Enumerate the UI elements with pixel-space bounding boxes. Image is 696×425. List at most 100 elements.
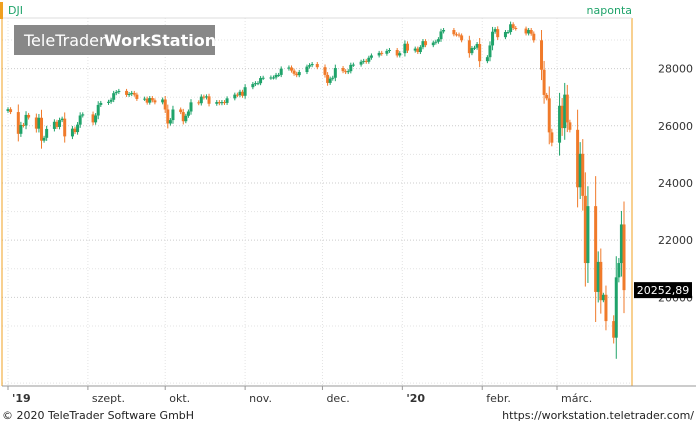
x-tick-label: márc. [561,392,592,405]
candle-body [150,98,154,101]
candle [315,62,319,70]
candle-body [6,109,10,111]
candle [565,84,569,133]
candle [269,75,273,80]
candle-body [70,128,74,137]
axes: 2800026000240002200020000'19szept.okt.no… [1,17,696,405]
candle-body [220,102,224,104]
candle [503,30,507,40]
candle [558,92,562,156]
candle-body [493,29,497,32]
candle-body [225,98,229,103]
candle-body [217,102,221,104]
candle-body [540,40,544,70]
x-tick-label: okt. [169,392,190,405]
symbol-label: DJI [8,4,23,17]
candle-body [344,71,348,73]
candle [436,37,440,44]
candle [16,104,20,142]
candle [563,82,567,140]
candle [274,72,278,80]
candle [364,58,368,64]
candle [323,64,327,78]
candle [599,248,603,314]
candle-body [21,124,25,126]
candle [40,109,44,149]
candle-body [576,129,580,188]
candle-body [189,102,193,112]
last-value-label: 20252,89 [637,284,690,297]
candle [161,97,165,105]
candle [431,40,435,48]
stock-chart[interactable]: 2800026000240002200020000'19szept.okt.no… [0,0,696,408]
x-tick-label: szept. [92,392,125,405]
candle-body [241,91,245,96]
candle [583,172,587,287]
x-tick-label: febr. [486,392,511,405]
candle [143,96,147,101]
candle [145,96,149,105]
candle-body [418,47,422,53]
candle [9,107,13,115]
candle-body [359,61,363,65]
candle-body [604,294,608,322]
watermark-brand-bold: WorkStation [104,31,216,50]
candle [547,86,551,145]
candle-body [362,60,366,62]
footer: © 2020 TeleTrader Software GmbH https://… [0,408,696,425]
y-tick-label: 28000 [658,63,693,76]
candle [622,201,626,314]
candle [241,89,245,98]
candle-body [524,28,528,34]
y-tick-label: 22000 [658,234,693,247]
candle-body [274,74,278,78]
candle [184,113,188,124]
footer-url[interactable]: https://workstation.teletrader.com/ [502,409,694,422]
candle-body [292,70,296,74]
candle [297,70,301,78]
candle [614,256,618,359]
copyright-text: © 2020 TeleTrader Software GmbH [2,409,195,422]
candle-body [277,74,281,76]
candle-body [514,28,518,30]
candle [94,113,98,125]
candle-body [529,30,533,34]
candle [189,99,193,115]
candle-body [377,52,381,56]
candle [243,84,247,99]
y-tick-label: 26000 [658,120,693,133]
candle [542,60,546,104]
candle-body [442,30,446,32]
candle-body [243,87,247,96]
candle-body [568,122,572,130]
candle-body [596,261,600,292]
candle-body [295,73,299,76]
candle-body [511,24,515,29]
candle-body [223,102,227,104]
candle [581,139,585,211]
candle-body [112,93,116,100]
candle-body [560,105,564,129]
candle-body [63,118,67,137]
candle [6,107,10,113]
candle-body [421,41,425,48]
candle [261,75,265,81]
candle [150,96,154,103]
candle [292,68,296,76]
candle [333,64,337,82]
candle [37,113,41,133]
candle [403,40,407,57]
candle [413,46,417,53]
candle [181,108,185,125]
candle-body [204,96,208,98]
candle [395,48,399,58]
candle [491,26,495,51]
candle-body [107,101,111,103]
candle [132,90,136,97]
candle-body [215,102,219,104]
candle [223,100,227,105]
candle-body [238,91,242,96]
candle-body [16,112,20,134]
candle [78,112,82,128]
